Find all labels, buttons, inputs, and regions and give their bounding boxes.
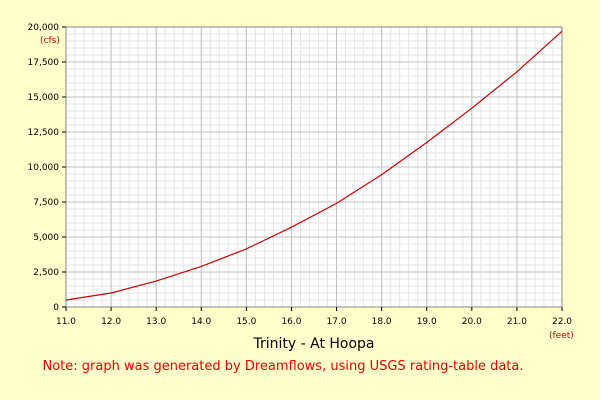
x-tick-label: 15.0 <box>236 317 256 327</box>
series-layer <box>65 30 563 301</box>
y-tick-label: 0 <box>53 303 59 313</box>
grid <box>65 26 563 308</box>
x-tick-label: 16.0 <box>281 317 301 327</box>
chart-title: Trinity - At Hoopa <box>252 336 374 352</box>
x-tick-label: 19.0 <box>417 317 437 327</box>
y-tick-label: 5,000 <box>33 233 59 243</box>
y-tick-label: 15,000 <box>28 93 60 103</box>
x-tick-label: 13.0 <box>146 317 166 327</box>
x-tick-label: 20.0 <box>462 317 482 327</box>
axis-ticks: 11.0 12.0 13.0 14.0 15.0 16.0 17.0 18.0 19.0 20.0… <box>28 23 573 327</box>
x-unit-label: (feet) <box>549 331 574 341</box>
x-tick-label: 21.0 <box>507 317 527 327</box>
x-tick-label: 11.0 <box>56 317 76 327</box>
y-unit-label: (cfs) <box>40 36 60 46</box>
x-tick-label: 12.0 <box>101 317 121 327</box>
y-tick-label: 7,500 <box>33 198 59 208</box>
y-tick-label: 20,000 <box>28 23 60 33</box>
y-tick-label: 2,500 <box>33 268 59 278</box>
footnote: Note: graph was generated by Dreamflows,… <box>43 359 524 374</box>
y-tick-label: 12,500 <box>28 128 60 138</box>
y-tick-label: 10,000 <box>28 163 60 173</box>
rating-curve-line <box>65 30 563 301</box>
x-tick-label: 22.0 <box>552 317 572 327</box>
x-tick-label: 17.0 <box>327 317 347 327</box>
x-tick-label: 18.0 <box>372 317 392 327</box>
x-tick-label: 14.0 <box>191 317 211 327</box>
y-tick-label: 17,500 <box>28 58 60 68</box>
